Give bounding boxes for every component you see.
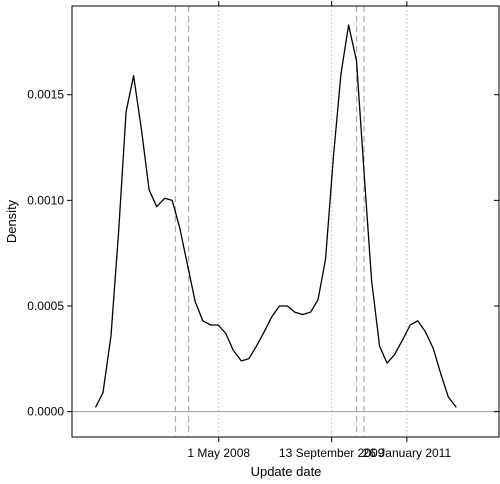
plot-area <box>72 6 500 437</box>
y-axis: 0.0000 0.0005 0.0010 0.0015 <box>27 88 499 419</box>
plot-frame <box>71 5 500 438</box>
y-tick-label: 0.0000 <box>27 405 64 419</box>
x-tick-label: 26 January 2011 <box>363 446 452 460</box>
x-tick-label: 13 September 2009 <box>279 446 385 460</box>
y-axis-title: Density <box>4 199 19 243</box>
density-line <box>94 24 457 408</box>
x-axis-title: Update date <box>251 464 322 479</box>
y-tick-label: 0.0010 <box>27 193 64 207</box>
x-tick-label: 1 May 2008 <box>187 446 250 460</box>
y-tick-label: 0.0005 <box>27 299 64 313</box>
y-tick-label: 0.0015 <box>27 88 64 102</box>
